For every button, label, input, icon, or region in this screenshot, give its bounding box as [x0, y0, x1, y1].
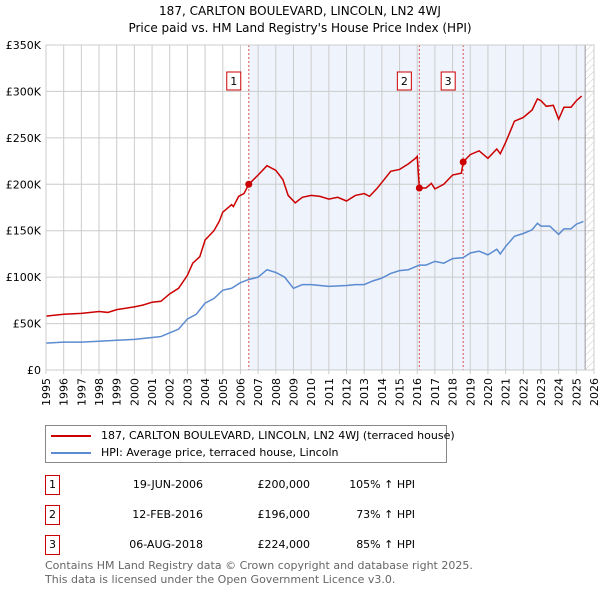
- x-tick-label: 2013: [358, 378, 371, 406]
- sale-label-box: [226, 71, 242, 91]
- legend-swatch-blue: [51, 452, 91, 454]
- x-tick-label: 2005: [217, 378, 230, 406]
- sale-price: £200,000: [257, 478, 311, 491]
- table-row: 2 12-FEB-2016 £196,000 73% ↑ HPI: [45, 505, 445, 525]
- sale-point: [245, 180, 253, 188]
- sale-price: £196,000: [257, 508, 311, 521]
- sale-label: 1: [230, 75, 237, 88]
- x-tick-label: 2018: [447, 378, 460, 406]
- sale-label: 3: [445, 75, 452, 88]
- x-tick-label: 2024: [553, 378, 566, 406]
- x-tick-label: 2006: [234, 378, 247, 406]
- plot-border: [45, 44, 595, 371]
- x-tick-label: 2026: [588, 378, 600, 406]
- legend-label: 187, CARLTON BOULEVARD, LINCOLN, LN2 4WJ…: [101, 429, 455, 442]
- table-row: 1 19-JUN-2006 £200,000 105% ↑ HPI: [45, 475, 445, 495]
- x-tick-label: 2000: [128, 378, 141, 406]
- sale-point: [415, 184, 423, 192]
- x-tick-label: 2007: [252, 378, 265, 406]
- plot-area: 1995 1996 1997 1998 1999 2000 2001 2002 2003 2004…: [6, 39, 600, 406]
- y-tick-label: £150K: [6, 225, 42, 238]
- sale-label: 2: [401, 75, 408, 88]
- series-line: [45, 95, 583, 317]
- sale-date: 19-JUN-2006: [132, 478, 203, 491]
- forecast-hatch: [585, 45, 594, 370]
- x-tick-label: 2020: [482, 378, 495, 406]
- x-tick-label: 1998: [93, 378, 106, 406]
- y-tick-label: £250K: [6, 132, 42, 145]
- hpi-change: 85% ↑ HPI: [356, 538, 415, 551]
- legend: 187, CARLTON BOULEVARD, LINCOLN, LN2 4WJ…: [45, 425, 455, 463]
- legend-swatch-red: [51, 435, 91, 437]
- chart-title: 187, CARLTON BOULEVARD, LINCOLN, LN2 4WJ: [159, 4, 441, 18]
- x-tick-label: 2022: [517, 378, 530, 406]
- x-tick-label: 2003: [181, 378, 194, 406]
- table-row: 3 06-AUG-2018 £224,000 85% ↑ HPI: [45, 535, 445, 555]
- legend-label: HPI: Average price, terraced house, Linc…: [101, 446, 339, 459]
- footer-copyright: Contains HM Land Registry data © Crown c…: [45, 559, 473, 572]
- chart-subtitle: Price paid vs. HM Land Registry's House …: [128, 21, 472, 35]
- sale-price: £224,000: [257, 538, 311, 551]
- y-tick-label: £350K: [6, 39, 42, 52]
- sale-point: [459, 158, 467, 166]
- sale-label-box: [440, 71, 456, 91]
- sale-marker: 2: [45, 505, 60, 525]
- x-tick-label: 2012: [341, 378, 354, 406]
- y-tick-label: £0: [27, 364, 41, 377]
- x-tick-label: 2008: [270, 378, 283, 406]
- x-tick-label: 2023: [535, 378, 548, 406]
- x-tick-label: 1999: [111, 378, 124, 406]
- x-tick-label: 2021: [500, 378, 513, 406]
- x-tick-label: 2025: [570, 378, 583, 406]
- footer-licence: This data is licensed under the Open Gov…: [45, 573, 396, 586]
- x-tick-label: 2017: [429, 378, 442, 406]
- y-tick-label: £100K: [6, 271, 42, 284]
- x-tick-label: 1997: [75, 378, 88, 406]
- x-tick-label: 2014: [376, 378, 389, 406]
- x-tick-label: 2002: [164, 378, 177, 406]
- hpi-change: 73% ↑ HPI: [356, 508, 415, 521]
- y-tick-label: £300K: [6, 85, 42, 98]
- hpi-change: 105% ↑ HPI: [349, 478, 415, 491]
- x-tick-label: 2010: [305, 378, 318, 406]
- x-tick-label: 1995: [40, 378, 53, 406]
- x-tick-label: 2015: [394, 378, 407, 406]
- x-tick-label: 2009: [287, 378, 300, 406]
- y-tick-label: £50K: [13, 318, 42, 331]
- x-tick-label: 1996: [58, 378, 71, 406]
- sale-date: 12-FEB-2016: [132, 508, 203, 521]
- sale-marker: 1: [45, 475, 60, 495]
- series-line: [45, 220, 584, 344]
- x-tick-label: 2001: [146, 378, 159, 406]
- sale-marker: 3: [45, 535, 60, 555]
- sale-label-box: [396, 71, 412, 91]
- x-tick-label: 2016: [411, 378, 424, 406]
- x-tick-label: 2019: [464, 378, 477, 406]
- y-tick-label: £200K: [6, 178, 42, 191]
- x-tick-label: 2011: [323, 378, 336, 406]
- sale-date: 06-AUG-2018: [129, 538, 203, 551]
- x-tick-label: 2004: [199, 378, 212, 406]
